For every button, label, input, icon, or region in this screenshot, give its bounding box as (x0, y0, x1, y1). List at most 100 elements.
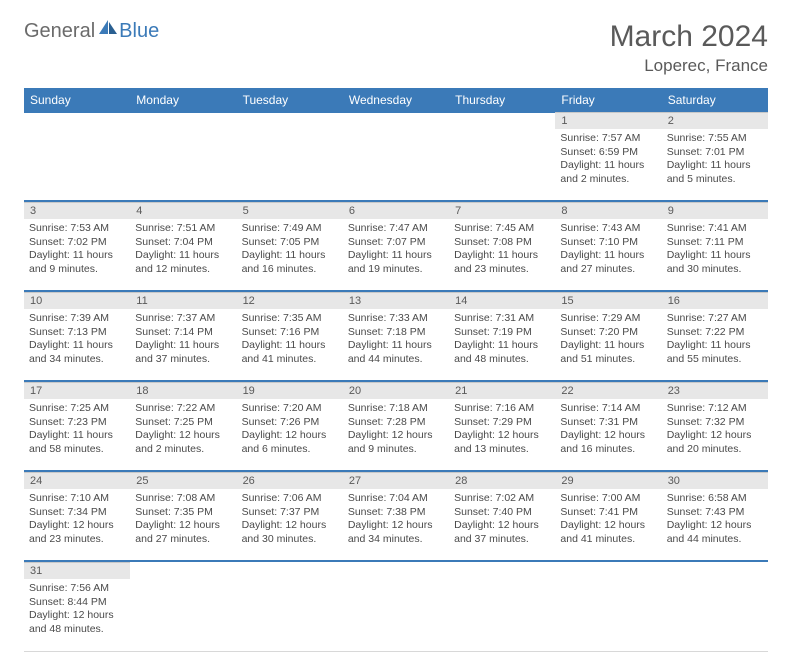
day-cell: Sunrise: 7:10 AMSunset: 7:34 PMDaylight:… (24, 489, 130, 561)
sunset-line: Sunset: 7:31 PM (560, 416, 656, 430)
location: Loperec, France (610, 56, 768, 76)
day-number: 14 (449, 293, 555, 310)
sunrise-line: Sunrise: 7:43 AM (560, 222, 656, 236)
sunrise-line: Sunrise: 7:27 AM (667, 312, 763, 326)
sunset-line: Sunset: 7:04 PM (135, 236, 231, 250)
sunset-line: Sunset: 7:13 PM (29, 326, 125, 340)
sunset-line: Sunset: 7:20 PM (560, 326, 656, 340)
day-cell (343, 579, 449, 651)
day-header: Friday (555, 88, 661, 113)
day-header: Tuesday (237, 88, 343, 113)
day-cell: Sunrise: 7:20 AMSunset: 7:26 PMDaylight:… (237, 399, 343, 471)
sunset-line: Sunset: 7:18 PM (348, 326, 444, 340)
daylight-line: Daylight: 12 hours and 6 minutes. (242, 429, 338, 456)
day-number (343, 563, 449, 580)
daylight-line: Daylight: 11 hours and 9 minutes. (29, 249, 125, 276)
sunrise-line: Sunrise: 7:49 AM (242, 222, 338, 236)
logo: General Blue (24, 20, 159, 43)
day-cell: Sunrise: 7:41 AMSunset: 7:11 PMDaylight:… (662, 219, 768, 291)
sunrise-line: Sunrise: 7:31 AM (454, 312, 550, 326)
day-cell: Sunrise: 7:25 AMSunset: 7:23 PMDaylight:… (24, 399, 130, 471)
daylight-line: Daylight: 12 hours and 37 minutes. (454, 519, 550, 546)
daylight-line: Daylight: 12 hours and 41 minutes. (560, 519, 656, 546)
day-number: 25 (130, 473, 236, 490)
day-cell: Sunrise: 7:47 AMSunset: 7:07 PMDaylight:… (343, 219, 449, 291)
day-header: Sunday (24, 88, 130, 113)
sunrise-line: Sunrise: 7:33 AM (348, 312, 444, 326)
day-header: Saturday (662, 88, 768, 113)
daylight-line: Daylight: 12 hours and 30 minutes. (242, 519, 338, 546)
daynum-row: 3456789 (24, 203, 768, 220)
sunset-line: Sunset: 7:05 PM (242, 236, 338, 250)
logo-text-gray: General (24, 20, 95, 43)
sunrise-line: Sunrise: 7:39 AM (29, 312, 125, 326)
sunrise-line: Sunrise: 7:08 AM (135, 492, 231, 506)
sunset-line: Sunset: 7:11 PM (667, 236, 763, 250)
sunrise-line: Sunrise: 7:25 AM (29, 402, 125, 416)
sunset-line: Sunset: 7:01 PM (667, 146, 763, 160)
sunset-line: Sunset: 7:08 PM (454, 236, 550, 250)
sunset-line: Sunset: 6:59 PM (560, 146, 656, 160)
day-number: 21 (449, 383, 555, 400)
daylight-line: Daylight: 12 hours and 44 minutes. (667, 519, 763, 546)
week-row: Sunrise: 7:10 AMSunset: 7:34 PM Daylight:… (24, 489, 768, 561)
logo-text-blue: Blue (119, 20, 159, 43)
sunrise-line: Sunrise: 7:41 AM (667, 222, 763, 236)
sunrise-line: Sunrise: 7:55 AM (667, 132, 763, 146)
sunset-line: Sunset: 7:43 PM (667, 506, 763, 520)
day-number: 28 (449, 473, 555, 490)
daylight-line: Daylight: 11 hours and 48 minutes. (454, 339, 550, 366)
daylight-line: Daylight: 11 hours and 37 minutes. (135, 339, 231, 366)
sunrise-line: Sunrise: 7:56 AM (29, 582, 125, 596)
daylight-line: Daylight: 11 hours and 34 minutes. (29, 339, 125, 366)
day-cell: Sunrise: 7:33 AMSunset: 7:18 PMDaylight:… (343, 309, 449, 381)
day-number: 4 (130, 203, 236, 220)
daylight-line: Daylight: 11 hours and 51 minutes. (560, 339, 656, 366)
daylight-line: Daylight: 11 hours and 58 minutes. (29, 429, 125, 456)
sunset-line: Sunset: 7:34 PM (29, 506, 125, 520)
daynum-row: 12 (24, 113, 768, 130)
day-number: 19 (237, 383, 343, 400)
day-cell (449, 129, 555, 201)
day-cell: Sunrise: 7:55 AMSunset: 7:01 PMDaylight:… (662, 129, 768, 201)
sunset-line: Sunset: 8:44 PM (29, 596, 125, 610)
day-header-row: SundayMondayTuesdayWednesdayThursdayFrid… (24, 88, 768, 113)
day-number: 5 (237, 203, 343, 220)
sunset-line: Sunset: 7:38 PM (348, 506, 444, 520)
sail-icon (97, 18, 119, 41)
daynum-row: 17181920212223 (24, 383, 768, 400)
day-cell (343, 129, 449, 201)
header: General Blue March 2024 Loperec, France (24, 20, 768, 76)
day-number: 20 (343, 383, 449, 400)
sunset-line: Sunset: 7:23 PM (29, 416, 125, 430)
day-number: 15 (555, 293, 661, 310)
day-cell: Sunrise: 7:29 AMSunset: 7:20 PMDaylight:… (555, 309, 661, 381)
day-cell: Sunrise: 7:16 AMSunset: 7:29 PMDaylight:… (449, 399, 555, 471)
sunset-line: Sunset: 7:29 PM (454, 416, 550, 430)
sunrise-line: Sunrise: 7:10 AM (29, 492, 125, 506)
day-number: 12 (237, 293, 343, 310)
day-number: 11 (130, 293, 236, 310)
sunrise-line: Sunrise: 7:51 AM (135, 222, 231, 236)
sunset-line: Sunset: 7:35 PM (135, 506, 231, 520)
day-cell (237, 129, 343, 201)
day-cell (130, 129, 236, 201)
daylight-line: Daylight: 12 hours and 13 minutes. (454, 429, 550, 456)
daylight-line: Daylight: 11 hours and 2 minutes. (560, 159, 656, 186)
daylight-line: Daylight: 12 hours and 48 minutes. (29, 609, 125, 636)
day-cell: Sunrise: 7:56 AMSunset: 8:44 PMDaylight:… (24, 579, 130, 651)
sunrise-line: Sunrise: 7:14 AM (560, 402, 656, 416)
day-cell (237, 579, 343, 651)
sunset-line: Sunset: 7:40 PM (454, 506, 550, 520)
sunset-line: Sunset: 7:07 PM (348, 236, 444, 250)
sunrise-line: Sunrise: 7:06 AM (242, 492, 338, 506)
day-number: 24 (24, 473, 130, 490)
day-number (555, 563, 661, 580)
day-number: 23 (662, 383, 768, 400)
day-cell: Sunrise: 7:27 AMSunset: 7:22 PMDaylight:… (662, 309, 768, 381)
sunset-line: Sunset: 7:16 PM (242, 326, 338, 340)
day-cell: Sunrise: 7:49 AMSunset: 7:05 PMDaylight:… (237, 219, 343, 291)
day-number: 9 (662, 203, 768, 220)
sunrise-line: Sunrise: 7:12 AM (667, 402, 763, 416)
day-cell: Sunrise: 7:37 AMSunset: 7:14 PMDaylight:… (130, 309, 236, 381)
